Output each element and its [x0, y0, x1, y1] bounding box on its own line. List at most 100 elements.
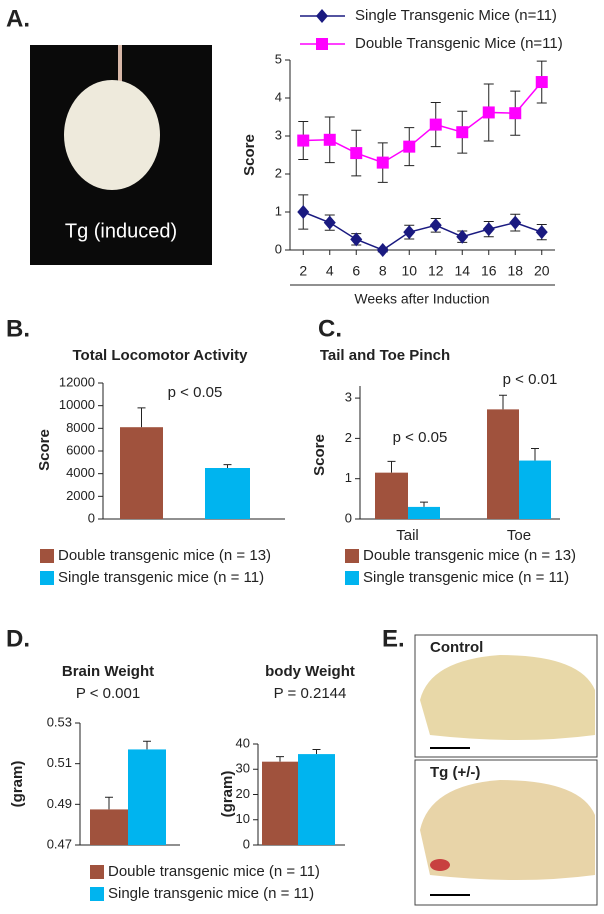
- y-tick-label: 10000: [59, 397, 95, 412]
- y-tick-label: 2: [275, 165, 282, 180]
- x-tick-label: 6: [352, 263, 360, 279]
- error-bar: [137, 407, 146, 428]
- bar: [128, 749, 166, 845]
- photo-caption: Control: [430, 639, 483, 656]
- x-tick-label: 18: [507, 263, 523, 279]
- annotation: p < 0.05: [393, 429, 448, 446]
- y-tick-label: 0: [243, 836, 250, 851]
- y-tick-label: 0: [345, 510, 352, 525]
- legend-label: Single transgenic mice (n = 11): [363, 569, 569, 586]
- legend-label: Single Transgenic Mice (n=11): [355, 7, 557, 24]
- marker: [509, 107, 522, 120]
- y-tick-label: 4000: [66, 465, 95, 480]
- legend-swatch: [40, 549, 54, 563]
- error-bar: [143, 740, 151, 750]
- x-tick-label: Toe: [507, 527, 531, 544]
- y-tick-label: 0.53: [47, 714, 72, 729]
- x-tick-label: 2: [299, 263, 307, 279]
- y-tick-label: 0.47: [47, 836, 72, 851]
- x-axis-label: Weeks after Induction: [354, 291, 489, 307]
- panel-label: B.: [6, 315, 30, 342]
- y-axis-label: Score: [241, 134, 258, 176]
- bar: [519, 460, 551, 519]
- bar: [120, 427, 163, 519]
- y-tick-label: 1: [275, 203, 282, 218]
- chart-title: Tail and Toe Pinch: [320, 347, 450, 364]
- y-tick-label: 0.51: [47, 755, 72, 770]
- legend-swatch: [90, 887, 104, 901]
- x-tick-label: 8: [379, 263, 387, 279]
- x-tick-label: Tail: [396, 527, 419, 544]
- bar: [375, 472, 408, 519]
- chart-subtitle: P < 0.001: [76, 685, 140, 702]
- y-axis-label: Score: [36, 429, 53, 471]
- legend-label: Single transgenic mice (n = 11): [58, 569, 264, 586]
- panel-label: D.: [6, 625, 30, 652]
- y-tick-label: 0.49: [47, 796, 72, 811]
- legend-label: Double Transgenic Mice (n=11): [355, 35, 563, 52]
- marker: [376, 156, 389, 169]
- marker: [350, 232, 363, 247]
- bar: [262, 761, 298, 845]
- panel-label: A.: [6, 5, 30, 32]
- chart-title: body Weight: [265, 663, 355, 680]
- annotation: p < 0.01: [503, 371, 558, 388]
- bar: [487, 409, 519, 519]
- x-tick-label: 10: [401, 263, 417, 279]
- y-tick-label: 5: [275, 51, 282, 66]
- marker: [297, 134, 310, 147]
- y-tick-label: 40: [236, 735, 250, 750]
- legend-marker: [316, 9, 328, 23]
- marker: [456, 229, 469, 244]
- marker: [323, 215, 336, 230]
- y-tick-label: 6000: [66, 442, 95, 457]
- marker: [429, 218, 442, 233]
- marker: [297, 205, 310, 219]
- bar: [205, 468, 250, 519]
- y-tick-label: 10: [236, 811, 250, 826]
- chart-subtitle: P = 0.2144: [274, 685, 347, 702]
- tail: [118, 45, 122, 85]
- bar: [298, 754, 335, 845]
- y-tick-label: 2: [345, 430, 352, 445]
- marker: [535, 225, 548, 240]
- marker: [509, 215, 522, 230]
- y-tick-label: 4: [275, 89, 282, 104]
- chart-title: Total Locomotor Activity: [72, 347, 248, 364]
- brain: [420, 780, 595, 880]
- legend-label: Double transgenic mice (n = 13): [363, 547, 576, 564]
- photo-caption: Tg (+/-): [430, 764, 480, 781]
- marker: [482, 222, 495, 237]
- marker: [350, 147, 363, 160]
- x-tick-label: 20: [534, 263, 550, 279]
- legend-label: Single transgenic mice (n = 11): [108, 885, 314, 902]
- y-axis-label: (gram): [219, 771, 236, 818]
- legend-swatch: [90, 865, 104, 879]
- error-bar: [276, 756, 284, 762]
- marker: [376, 243, 389, 257]
- y-tick-label: 20: [236, 786, 250, 801]
- x-tick-label: 16: [481, 263, 497, 279]
- legend-label: Double transgenic mice (n = 11): [108, 863, 320, 880]
- chart-title: Brain Weight: [62, 663, 154, 680]
- lesion: [430, 859, 450, 871]
- bar: [408, 506, 440, 519]
- error-bar: [105, 796, 113, 810]
- y-tick-label: 8000: [66, 420, 95, 435]
- marker: [403, 140, 416, 153]
- legend-swatch: [345, 549, 359, 563]
- y-axis-label: (gram): [9, 761, 26, 808]
- marker: [482, 106, 495, 119]
- marker: [403, 225, 416, 240]
- error-bar: [499, 394, 507, 410]
- series-line: [303, 81, 543, 164]
- error-bar: [387, 460, 396, 473]
- x-tick-label: 4: [326, 263, 334, 279]
- y-tick-label: 3: [275, 127, 282, 142]
- mouse: [64, 80, 160, 190]
- legend-swatch: [345, 571, 359, 585]
- marker: [429, 118, 442, 131]
- y-tick-label: 2000: [66, 488, 95, 503]
- photo-caption: Tg (induced): [65, 220, 177, 242]
